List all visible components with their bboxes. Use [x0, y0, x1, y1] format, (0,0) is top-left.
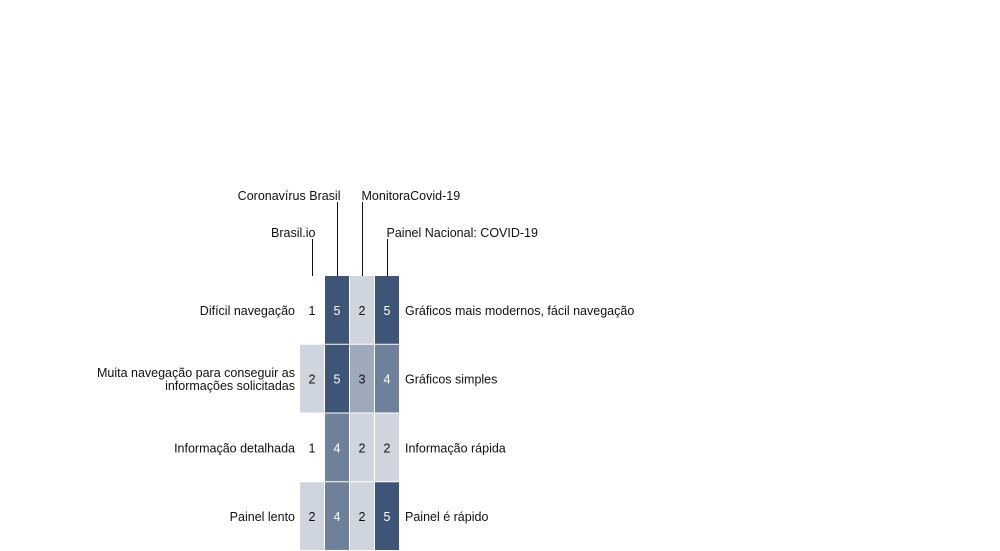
- cell-value: 1: [309, 304, 316, 318]
- heatmap-cell: [325, 482, 349, 550]
- row-left-label: Painel lento: [230, 510, 295, 524]
- heatmap-cell: [325, 344, 349, 413]
- row-left-label: informações solicitadas: [165, 379, 295, 393]
- column-label: Coronavírus Brasil: [238, 189, 341, 203]
- heatmap-cell: [375, 344, 399, 413]
- cell-value: 2: [359, 441, 366, 455]
- row-left-label: Difícil navegação: [200, 304, 295, 318]
- cell-value: 5: [334, 304, 341, 318]
- row-right-label: Informação rápida: [405, 441, 506, 455]
- column-label: Brasil.io: [271, 226, 316, 240]
- cell-value: 2: [309, 510, 316, 524]
- cell-value: 4: [334, 441, 341, 455]
- heatmap-cell: [300, 276, 324, 344]
- heatmap-cell: [300, 482, 324, 550]
- heatmap-cell: [375, 413, 399, 482]
- row-right-label: Gráficos mais modernos, fácil navegação: [405, 304, 634, 318]
- heatmap-cell: [350, 482, 374, 550]
- cell-value: 2: [359, 304, 366, 318]
- heatmap-cell: [300, 413, 324, 482]
- row-left-label: Informação detalhada: [174, 441, 295, 455]
- column-label: MonitoraCovid-19: [362, 189, 461, 203]
- cell-value: 2: [384, 441, 391, 455]
- heatmap-cell: [350, 344, 374, 413]
- row-right-label: Gráficos simples: [405, 373, 497, 387]
- heatmap-cell: [350, 413, 374, 482]
- column-label: Painel Nacional: COVID-19: [387, 226, 539, 240]
- row-right-label: Painel é rápido: [405, 510, 488, 524]
- heatmap-cell: [325, 276, 349, 344]
- heatmap-cell: [375, 482, 399, 550]
- cell-value: 2: [359, 510, 366, 524]
- cell-value: 5: [384, 510, 391, 524]
- cell-value: 1: [309, 441, 316, 455]
- heatmap-cell: [375, 276, 399, 344]
- cell-value: 2: [309, 373, 316, 387]
- cell-value: 5: [384, 304, 391, 318]
- row-left-label: Muita navegação para conseguir as: [97, 366, 295, 380]
- cell-value: 5: [334, 373, 341, 387]
- heatmap-cell: [350, 276, 374, 344]
- heatmap-cell: [300, 344, 324, 413]
- cell-value: 3: [359, 373, 366, 387]
- cell-value: 4: [384, 373, 391, 387]
- heatmap-cell: [325, 413, 349, 482]
- cell-value: 4: [334, 510, 341, 524]
